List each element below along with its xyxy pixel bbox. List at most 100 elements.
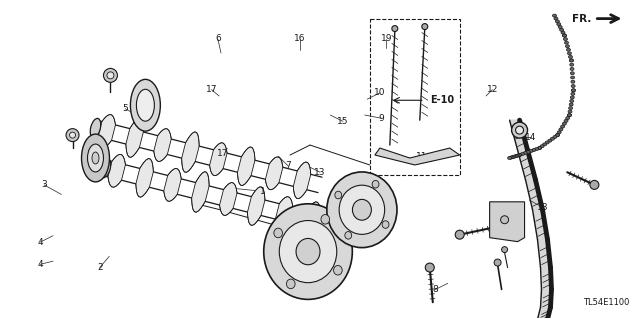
- Ellipse shape: [568, 52, 572, 55]
- Ellipse shape: [532, 149, 536, 152]
- Text: 19: 19: [381, 34, 392, 43]
- Ellipse shape: [518, 153, 522, 157]
- Polygon shape: [108, 154, 125, 187]
- Ellipse shape: [563, 34, 566, 37]
- Polygon shape: [275, 197, 293, 230]
- Text: 6: 6: [215, 34, 221, 43]
- Ellipse shape: [513, 155, 517, 158]
- Ellipse shape: [131, 79, 161, 131]
- Ellipse shape: [571, 80, 575, 83]
- Text: TL54E1100: TL54E1100: [583, 298, 629, 307]
- Ellipse shape: [570, 68, 574, 70]
- Text: 13: 13: [314, 168, 326, 177]
- Ellipse shape: [107, 72, 114, 79]
- Text: 8: 8: [432, 285, 438, 294]
- Text: 5: 5: [122, 104, 128, 113]
- Ellipse shape: [557, 131, 561, 134]
- Ellipse shape: [516, 154, 520, 157]
- Polygon shape: [525, 180, 543, 210]
- Ellipse shape: [568, 114, 572, 117]
- Ellipse shape: [554, 17, 558, 20]
- Polygon shape: [303, 202, 321, 239]
- Ellipse shape: [563, 34, 566, 37]
- Ellipse shape: [566, 48, 570, 51]
- Polygon shape: [248, 187, 265, 226]
- Ellipse shape: [515, 154, 518, 157]
- Ellipse shape: [425, 263, 435, 272]
- Ellipse shape: [572, 89, 575, 92]
- Ellipse shape: [570, 59, 573, 62]
- Ellipse shape: [92, 152, 99, 164]
- Ellipse shape: [569, 103, 573, 106]
- Polygon shape: [98, 115, 115, 147]
- Ellipse shape: [502, 247, 508, 253]
- Polygon shape: [490, 202, 525, 241]
- Ellipse shape: [568, 56, 572, 58]
- Text: FR.: FR.: [572, 14, 591, 24]
- Ellipse shape: [545, 141, 549, 144]
- Text: 10: 10: [374, 88, 386, 97]
- Polygon shape: [191, 172, 209, 212]
- Polygon shape: [164, 168, 181, 201]
- Polygon shape: [538, 307, 550, 319]
- Polygon shape: [136, 159, 154, 197]
- Text: 12: 12: [487, 85, 498, 94]
- Ellipse shape: [494, 259, 501, 266]
- Polygon shape: [375, 148, 460, 165]
- Ellipse shape: [570, 96, 574, 99]
- Ellipse shape: [529, 150, 533, 152]
- Ellipse shape: [520, 152, 524, 156]
- Ellipse shape: [570, 63, 573, 66]
- Ellipse shape: [279, 220, 337, 283]
- Ellipse shape: [571, 93, 575, 95]
- Polygon shape: [266, 157, 283, 190]
- Text: 7: 7: [285, 161, 291, 170]
- Ellipse shape: [543, 143, 547, 146]
- Polygon shape: [209, 143, 227, 176]
- Ellipse shape: [556, 134, 559, 137]
- Ellipse shape: [70, 132, 76, 138]
- Polygon shape: [532, 210, 547, 240]
- Ellipse shape: [568, 107, 573, 109]
- Ellipse shape: [372, 181, 379, 188]
- Text: 9: 9: [378, 114, 384, 123]
- Ellipse shape: [558, 26, 562, 28]
- Polygon shape: [541, 268, 552, 289]
- Ellipse shape: [511, 122, 527, 138]
- Ellipse shape: [511, 156, 515, 159]
- Ellipse shape: [559, 28, 564, 31]
- Text: 18: 18: [536, 203, 548, 211]
- Ellipse shape: [296, 239, 320, 265]
- Text: 4: 4: [38, 260, 43, 269]
- Ellipse shape: [518, 153, 522, 157]
- Ellipse shape: [553, 136, 557, 138]
- Polygon shape: [541, 289, 552, 307]
- Ellipse shape: [572, 89, 575, 92]
- Ellipse shape: [508, 157, 511, 160]
- Ellipse shape: [570, 59, 573, 62]
- Ellipse shape: [548, 139, 552, 142]
- Ellipse shape: [287, 279, 295, 289]
- Text: 16: 16: [294, 34, 305, 43]
- Ellipse shape: [557, 23, 561, 26]
- Text: 15: 15: [337, 117, 349, 126]
- Ellipse shape: [500, 216, 509, 224]
- Ellipse shape: [571, 85, 575, 87]
- Ellipse shape: [566, 116, 570, 120]
- Polygon shape: [220, 182, 237, 216]
- Ellipse shape: [274, 228, 282, 238]
- Polygon shape: [518, 150, 536, 180]
- Ellipse shape: [550, 137, 554, 140]
- Ellipse shape: [392, 26, 398, 32]
- Ellipse shape: [382, 221, 389, 228]
- Polygon shape: [293, 162, 311, 199]
- Text: 11: 11: [417, 152, 428, 161]
- Polygon shape: [538, 240, 550, 268]
- Polygon shape: [509, 120, 527, 150]
- Bar: [370, 19, 460, 175]
- Ellipse shape: [345, 232, 351, 239]
- Text: 17: 17: [205, 85, 217, 94]
- Ellipse shape: [321, 215, 330, 224]
- Ellipse shape: [264, 204, 353, 300]
- Ellipse shape: [526, 151, 530, 153]
